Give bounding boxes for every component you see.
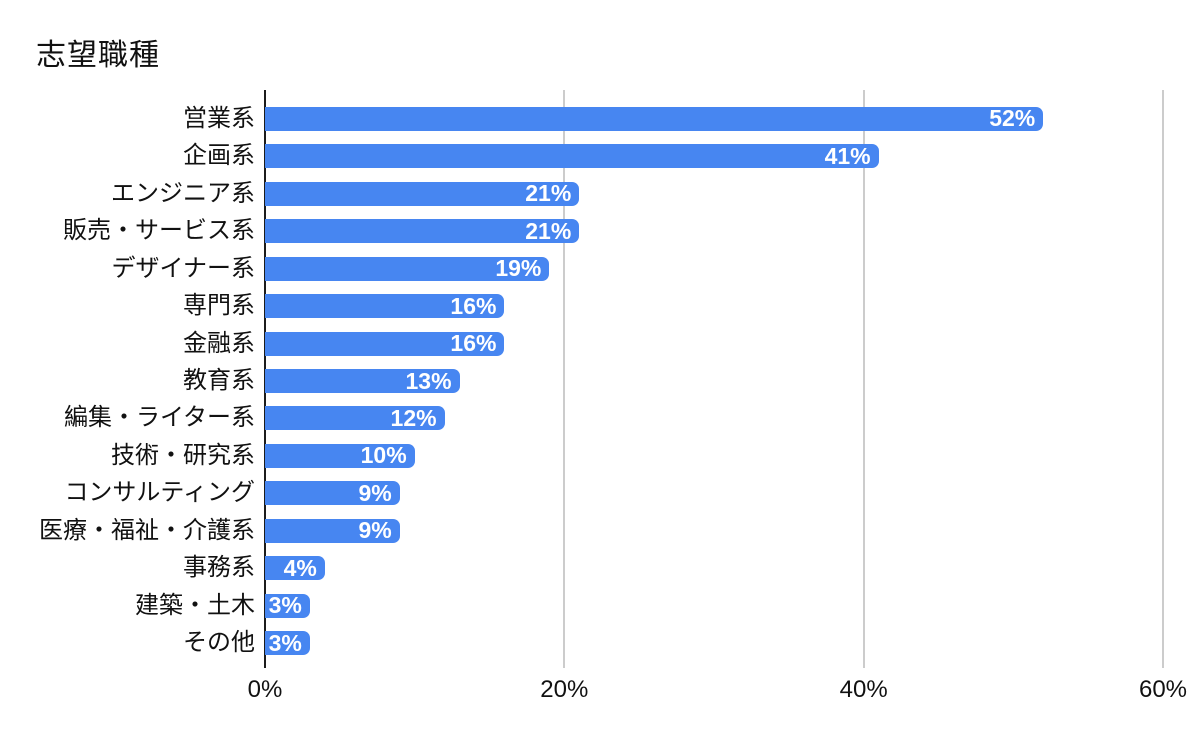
bar-value-label: 52% [989, 105, 1036, 132]
category-label: その他 [183, 629, 255, 657]
bar: 4% [265, 554, 325, 581]
x-axis-tick-label: 20% [540, 676, 589, 703]
category-label: 技術・研究系 [111, 441, 255, 469]
gridline [1162, 90, 1164, 668]
bar: 19% [265, 255, 550, 282]
bar: 41% [265, 142, 879, 169]
bar: 13% [265, 367, 460, 394]
bar-value-label: 41% [824, 142, 871, 169]
bar-row: 10% [265, 437, 1163, 474]
category-row: 企画系 [0, 137, 265, 174]
bar-rows: 52% 41% 21% 21% 19% 16% 16% 13% 12% 10% 9% 9% 4% 3% 3% [265, 100, 1163, 662]
bar-row: 41% [265, 137, 1163, 174]
bar-value-label: 19% [495, 255, 542, 282]
bar: 10% [265, 442, 415, 469]
category-row: コンサルティング [0, 475, 265, 512]
bar-value-label: 3% [268, 592, 302, 619]
category-labels: 営業系企画系エンジニア系販売・サービス系デザイナー系専門系金融系教育系編集・ライ… [0, 100, 265, 662]
x-axis-tick-label: 0% [247, 676, 283, 703]
bar-value-label: 9% [358, 479, 392, 506]
bar-row: 52% [265, 100, 1163, 137]
bar-value-label: 4% [283, 554, 317, 581]
bar-value-label: 13% [405, 367, 452, 394]
bar: 3% [265, 629, 310, 656]
category-label: 企画系 [183, 142, 255, 170]
bar-row: 13% [265, 362, 1163, 399]
bar-row: 12% [265, 400, 1163, 437]
category-row: 金融系 [0, 325, 265, 362]
category-row: その他 [0, 625, 265, 662]
bar: 9% [265, 479, 400, 506]
category-row: 販売・サービス系 [0, 212, 265, 249]
bar: 16% [265, 330, 505, 357]
category-label: 販売・サービス系 [63, 217, 255, 245]
category-label: 建築・土木 [135, 591, 255, 619]
bar-value-label: 21% [525, 180, 572, 207]
bar-value-label: 12% [390, 404, 437, 431]
category-label: デザイナー系 [111, 254, 255, 282]
category-label: エンジニア系 [111, 179, 255, 207]
bar-row: 16% [265, 325, 1163, 362]
category-label: 金融系 [183, 329, 255, 357]
bar-row: 19% [265, 250, 1163, 287]
gridline [563, 90, 566, 668]
bar-row: 16% [265, 287, 1163, 324]
bar-value-label: 9% [358, 517, 392, 544]
bar-value-label: 3% [268, 629, 302, 656]
category-row: 医療・福祉・介護系 [0, 512, 265, 549]
category-row: エンジニア系 [0, 175, 265, 212]
category-label: 営業系 [183, 104, 255, 132]
gridline [862, 90, 865, 668]
bar-value-label: 16% [450, 292, 497, 319]
bar-row: 4% [265, 550, 1163, 587]
category-row: 技術・研究系 [0, 437, 265, 474]
category-row: 事務系 [0, 550, 265, 587]
bar-row: 3% [265, 625, 1163, 662]
bar-row: 21% [265, 212, 1163, 249]
bar-row: 21% [265, 175, 1163, 212]
bar: 3% [265, 592, 310, 619]
category-row: 編集・ライター系 [0, 400, 265, 437]
bar: 52% [265, 105, 1044, 132]
x-axis-tick-label: 40% [839, 676, 888, 703]
category-label: コンサルティング [64, 479, 255, 507]
bar: 21% [265, 180, 580, 207]
bar: 12% [265, 404, 445, 431]
bar-row: 9% [265, 512, 1163, 549]
bar: 21% [265, 217, 580, 244]
bar: 9% [265, 517, 400, 544]
category-label: 教育系 [183, 367, 255, 395]
category-label: 専門系 [183, 292, 255, 320]
category-label: 編集・ライター系 [63, 404, 255, 432]
bar-row: 9% [265, 475, 1163, 512]
bar: 16% [265, 292, 505, 319]
chart-title: 志望職種 [36, 39, 160, 72]
bar-row: 3% [265, 587, 1163, 624]
x-axis-tick-label: 60% [1138, 676, 1188, 703]
category-row: デザイナー系 [0, 250, 265, 287]
bar-value-label: 21% [525, 217, 572, 244]
bar-value-label: 16% [450, 330, 497, 357]
x-axis-labels: 0% 20% 40% 60% [0, 676, 1200, 710]
bar-value-label: 10% [360, 442, 407, 469]
category-row: 教育系 [0, 362, 265, 399]
category-label: 医療・福祉・介護系 [39, 516, 255, 544]
category-row: 営業系 [0, 100, 265, 137]
category-row: 専門系 [0, 287, 265, 324]
category-row: 建築・土木 [0, 587, 265, 624]
category-label: 事務系 [183, 554, 255, 582]
